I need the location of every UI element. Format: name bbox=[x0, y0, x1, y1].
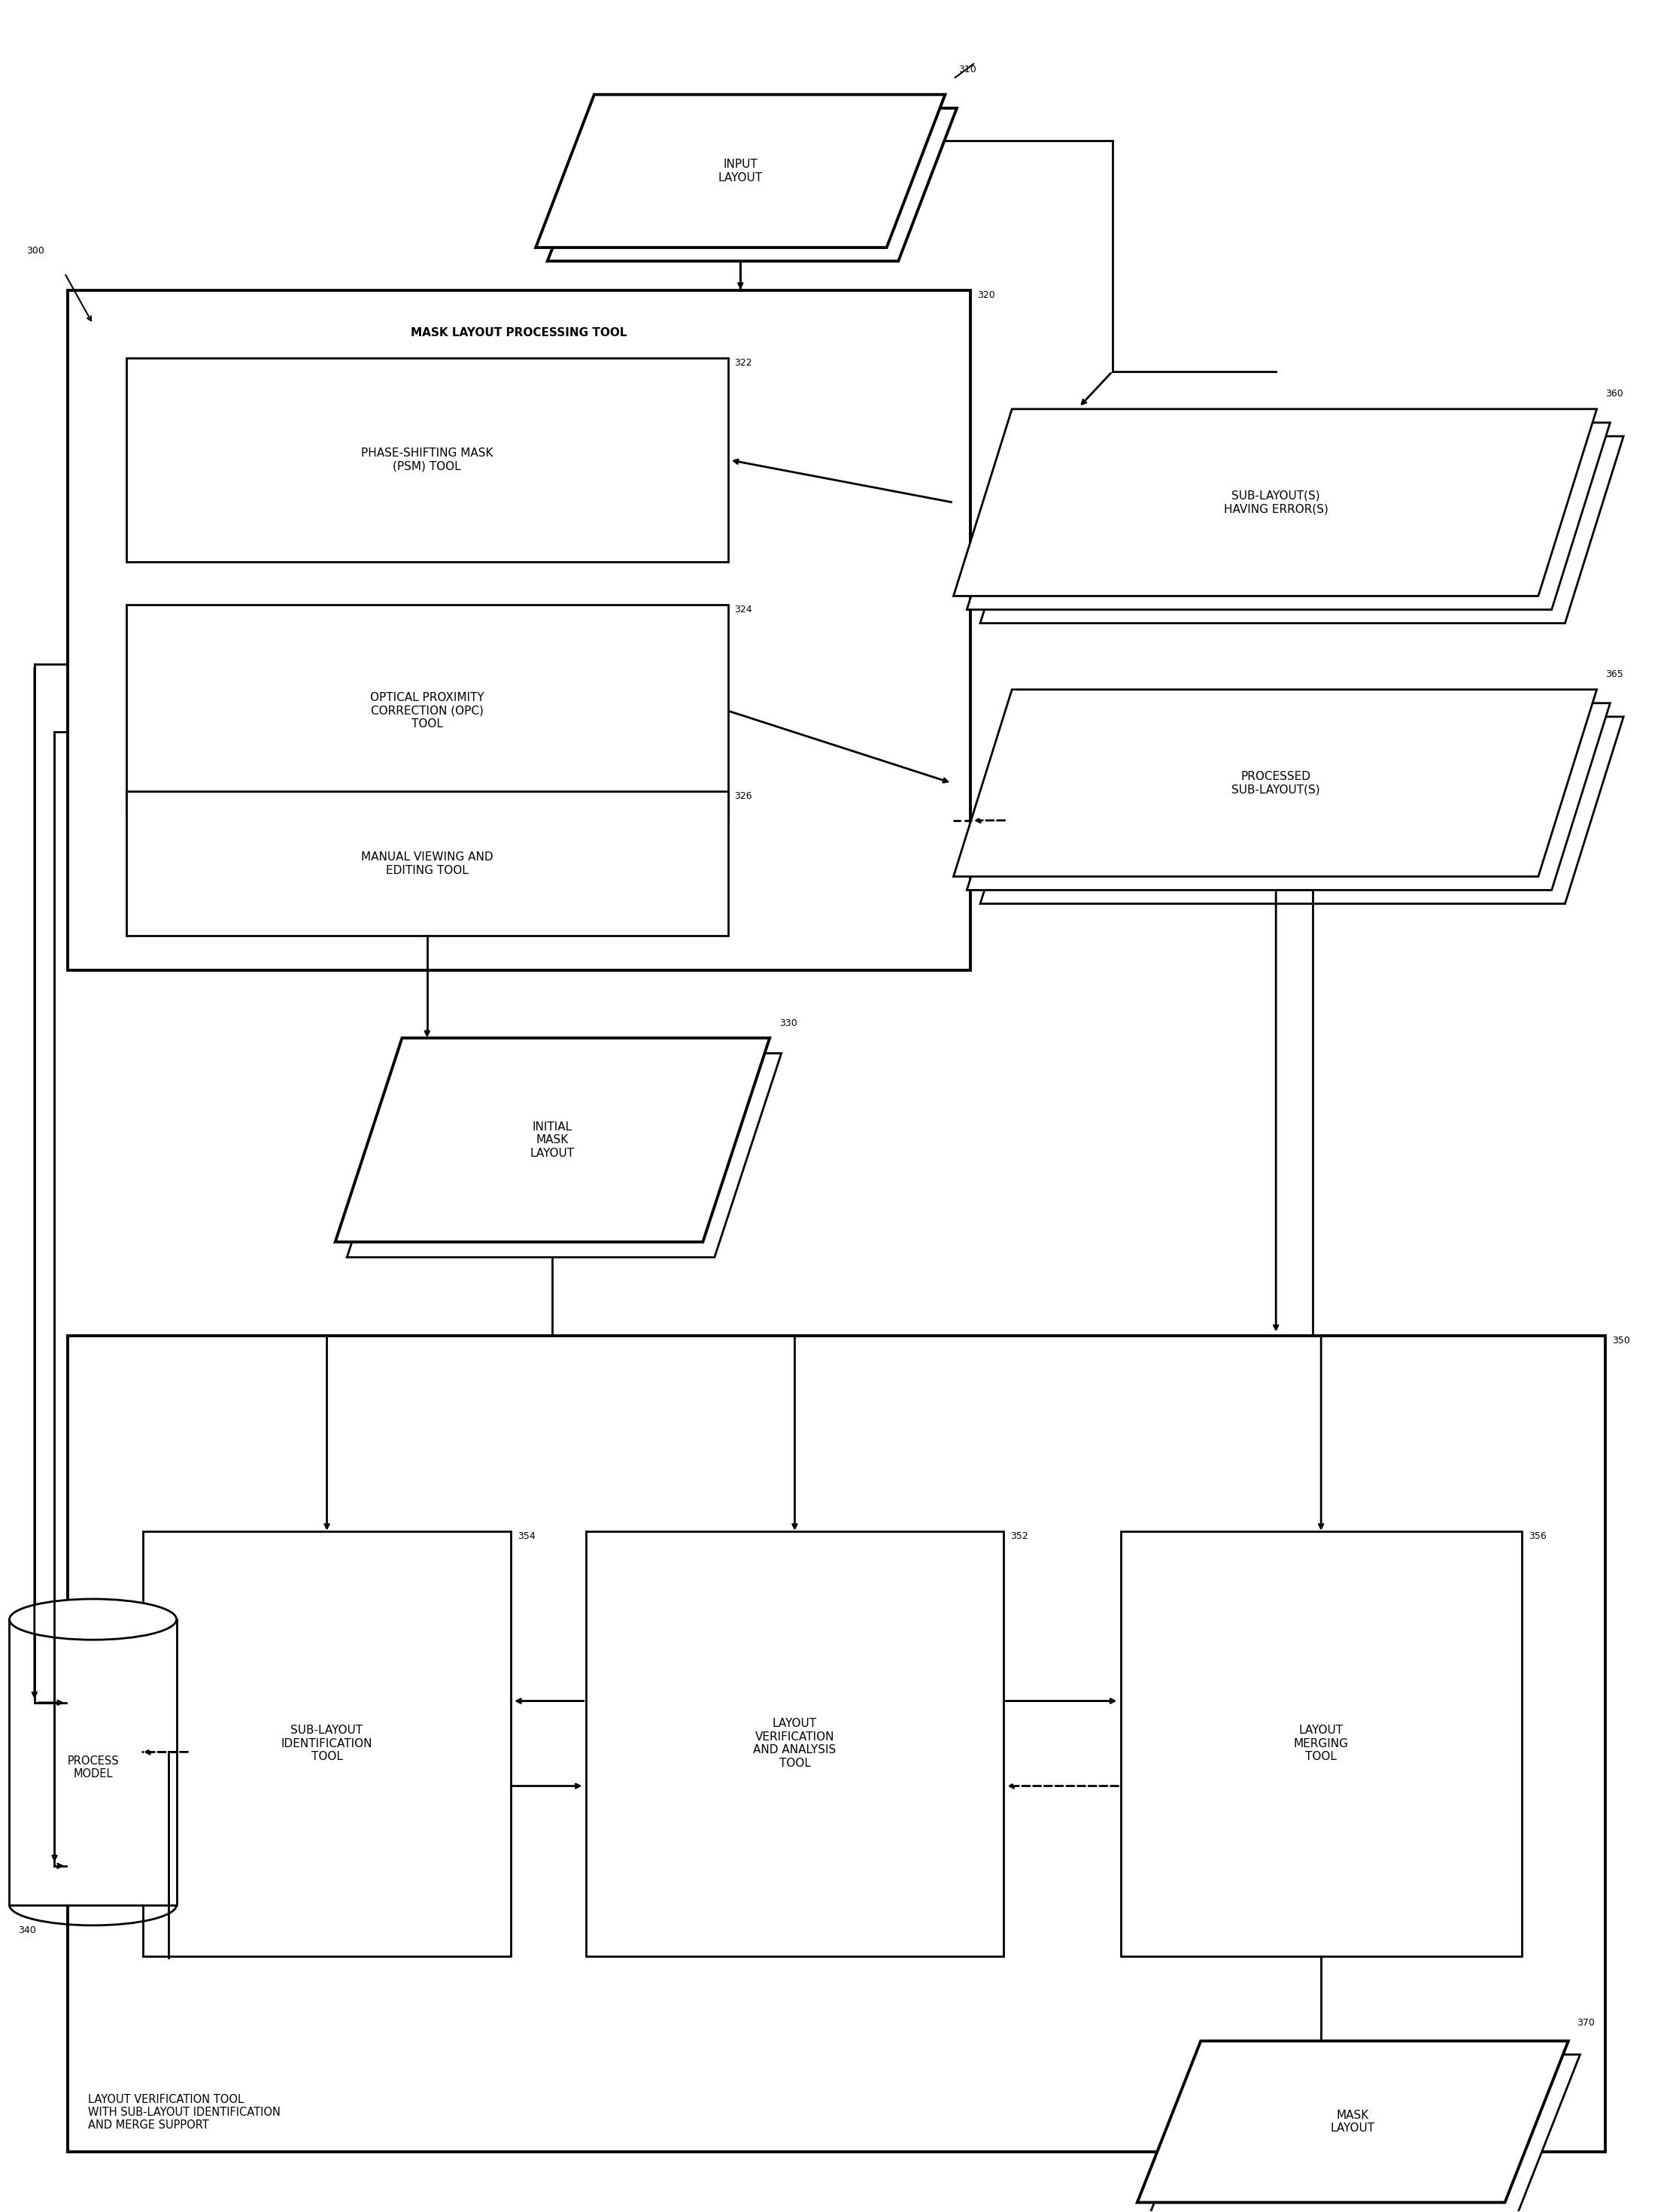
Polygon shape bbox=[535, 95, 945, 248]
Ellipse shape bbox=[10, 1599, 176, 1639]
Bar bbox=[144, 1531, 510, 1955]
Text: 365: 365 bbox=[1604, 670, 1623, 679]
Text: 350: 350 bbox=[1611, 1336, 1630, 1345]
Text: 340: 340 bbox=[18, 1927, 35, 1936]
Polygon shape bbox=[335, 1037, 770, 1241]
Text: PROCESS
MODEL: PROCESS MODEL bbox=[67, 1754, 119, 1778]
Polygon shape bbox=[1138, 2042, 1568, 2203]
Polygon shape bbox=[954, 690, 1596, 876]
Polygon shape bbox=[980, 717, 1623, 905]
Polygon shape bbox=[954, 409, 1596, 595]
Polygon shape bbox=[980, 436, 1623, 624]
Bar bbox=[127, 604, 728, 816]
Bar bbox=[127, 358, 728, 562]
Text: 354: 354 bbox=[517, 1531, 535, 1542]
Text: INPUT
LAYOUT: INPUT LAYOUT bbox=[718, 159, 763, 184]
Text: LAYOUT
MERGING
TOOL: LAYOUT MERGING TOOL bbox=[1293, 1725, 1348, 1763]
Text: 370: 370 bbox=[1576, 2017, 1594, 2028]
Text: OPTICAL PROXIMITY
CORRECTION (OPC)
TOOL: OPTICAL PROXIMITY CORRECTION (OPC) TOOL bbox=[370, 692, 483, 730]
Text: PROCESSED
SUB-LAYOUT(S): PROCESSED SUB-LAYOUT(S) bbox=[1231, 770, 1320, 794]
Text: SUB-LAYOUT
IDENTIFICATION
TOOL: SUB-LAYOUT IDENTIFICATION TOOL bbox=[281, 1725, 373, 1763]
Bar bbox=[127, 792, 728, 936]
Text: MANUAL VIEWING AND
EDITING TOOL: MANUAL VIEWING AND EDITING TOOL bbox=[361, 852, 494, 876]
Text: 356: 356 bbox=[1527, 1531, 1546, 1542]
Text: 352: 352 bbox=[1010, 1531, 1029, 1542]
Bar bbox=[1121, 1531, 1521, 1955]
Text: 324: 324 bbox=[734, 604, 753, 615]
Polygon shape bbox=[346, 1053, 781, 1256]
Text: INITIAL
MASK
LAYOUT: INITIAL MASK LAYOUT bbox=[530, 1121, 576, 1159]
Text: 310: 310 bbox=[959, 64, 977, 75]
Bar bbox=[69, 1336, 1604, 2152]
Text: LAYOUT VERIFICATION TOOL
WITH SUB-LAYOUT IDENTIFICATION
AND MERGE SUPPORT: LAYOUT VERIFICATION TOOL WITH SUB-LAYOUT… bbox=[89, 2093, 281, 2130]
Text: 320: 320 bbox=[977, 290, 995, 301]
Text: 300: 300 bbox=[27, 246, 43, 257]
Polygon shape bbox=[967, 422, 1609, 611]
Text: SUB-LAYOUT(S)
HAVING ERROR(S): SUB-LAYOUT(S) HAVING ERROR(S) bbox=[1223, 491, 1328, 515]
Text: 360: 360 bbox=[1604, 389, 1623, 398]
Polygon shape bbox=[1149, 2055, 1579, 2212]
Bar bbox=[10, 1619, 176, 1905]
Text: LAYOUT
VERIFICATION
AND ANALYSIS
TOOL: LAYOUT VERIFICATION AND ANALYSIS TOOL bbox=[753, 1719, 836, 1770]
Bar bbox=[69, 290, 970, 971]
Bar bbox=[586, 1531, 1004, 1955]
Text: PHASE-SHIFTING MASK
(PSM) TOOL: PHASE-SHIFTING MASK (PSM) TOOL bbox=[361, 447, 494, 471]
Text: 330: 330 bbox=[780, 1018, 798, 1029]
Text: 326: 326 bbox=[734, 792, 753, 801]
Polygon shape bbox=[547, 108, 957, 261]
Text: MASK LAYOUT PROCESSING TOOL: MASK LAYOUT PROCESSING TOOL bbox=[412, 327, 627, 338]
Text: MASK
LAYOUT: MASK LAYOUT bbox=[1330, 2110, 1375, 2135]
Polygon shape bbox=[967, 703, 1609, 889]
Text: 322: 322 bbox=[734, 358, 753, 367]
